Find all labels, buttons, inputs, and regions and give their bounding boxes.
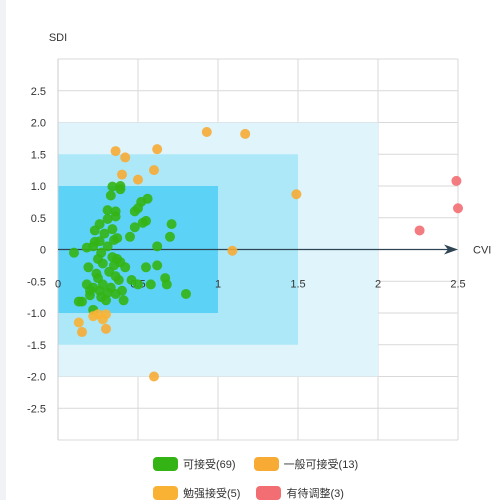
- x-axis-arrow: [444, 244, 458, 255]
- data-point-series-4: [453, 203, 463, 214]
- data-point-series-2: [291, 189, 302, 200]
- data-point-series-1: [125, 231, 135, 242]
- data-point-series-1: [120, 262, 131, 273]
- x-axis-label: CVI: [473, 245, 491, 257]
- x-tick-label: 1.5: [290, 279, 305, 291]
- data-point-series-1: [107, 224, 118, 235]
- data-point-series-1: [141, 262, 151, 273]
- data-point-series-1: [99, 228, 110, 239]
- data-point-series-1: [101, 295, 111, 306]
- x-tick-label: 2: [375, 279, 381, 291]
- data-point-series-1: [165, 231, 175, 242]
- data-point-series-1: [110, 206, 121, 217]
- data-point-series-1: [94, 219, 105, 230]
- data-point-series-1: [96, 247, 107, 258]
- data-point-series-1: [112, 233, 123, 244]
- data-point-series-2: [77, 327, 87, 338]
- data-point-series-2: [227, 245, 238, 256]
- legend-label-acceptable: 可接受(69): [183, 459, 236, 471]
- y-tick-label: -0.5: [27, 276, 46, 288]
- x-tick-label: 0: [55, 279, 61, 291]
- y-tick-label: 0: [40, 245, 46, 257]
- legend-item-generally-acceptable[interactable]: 一般可接受(13): [253, 456, 359, 472]
- data-point-series-1: [166, 219, 177, 230]
- legend-row-2: 勉强接受(5) 有待调整(3): [153, 485, 344, 501]
- data-point-series-1: [145, 279, 156, 290]
- data-point-series-1: [102, 241, 113, 252]
- data-point-series-1: [102, 214, 113, 225]
- data-point-series-3: [101, 309, 111, 320]
- y-tick-label: 0.5: [31, 213, 46, 225]
- data-point-series-2: [149, 371, 159, 382]
- data-point-series-2: [149, 165, 159, 176]
- data-point-series-1: [133, 279, 143, 290]
- y-axis-label: SDI: [49, 32, 67, 44]
- data-point-series-1: [107, 181, 118, 192]
- data-point-series-1: [152, 260, 163, 271]
- legend-item-acceptable[interactable]: 可接受(69): [153, 456, 236, 472]
- y-tick-label: -1.0: [27, 308, 46, 320]
- data-point-series-1: [117, 285, 127, 296]
- data-point-series-1: [97, 258, 108, 269]
- y-tick-label: 2.5: [31, 86, 46, 98]
- data-point-series-1: [142, 193, 153, 204]
- data-point-series-1: [77, 296, 87, 307]
- data-point-series-2: [240, 128, 251, 139]
- data-point-series-2: [152, 144, 163, 155]
- legend-item-barely-acceptable[interactable]: 勉强接受(5): [153, 485, 240, 501]
- data-point-series-2: [110, 146, 121, 157]
- data-point-series-4: [451, 175, 462, 186]
- left-edge-strip: [0, 0, 6, 500]
- data-point-series-1: [161, 279, 172, 290]
- data-point-series-2: [201, 127, 212, 138]
- data-point-series-1: [115, 181, 126, 191]
- data-point-series-1: [97, 279, 108, 290]
- data-point-series-2: [120, 152, 131, 163]
- legend-swatch-generally-acceptable: [253, 457, 279, 471]
- data-point-series-1: [118, 295, 129, 306]
- data-point-series-1: [102, 205, 113, 216]
- data-point-series-1: [152, 241, 163, 252]
- legend-label-generally-acceptable: 一般可接受(13): [283, 459, 359, 471]
- y-tick-label: -2.0: [27, 372, 46, 384]
- y-tick-label: 1.5: [31, 149, 46, 161]
- legend-swatch-needs-adjustment: [256, 486, 282, 500]
- data-point-series-1: [83, 262, 94, 273]
- legend-row-1: 可接受(69) 一般可接受(13): [153, 456, 358, 472]
- data-point-series-1: [85, 285, 95, 296]
- legend-item-needs-adjustment[interactable]: 有待调整(3): [256, 485, 344, 501]
- data-point-series-2: [117, 169, 127, 180]
- x-tick-label: 2.5: [450, 279, 465, 291]
- data-point-series-1: [110, 271, 121, 282]
- data-point-series-4: [414, 225, 425, 236]
- data-point-series-2: [133, 174, 143, 185]
- y-tick-label: -2.5: [27, 403, 46, 415]
- data-point-series-1: [181, 288, 191, 299]
- data-point-series-2: [101, 323, 111, 334]
- y-tick-label: -1.5: [27, 340, 46, 352]
- data-point-series-1: [94, 236, 105, 247]
- data-point-series-3: [73, 317, 84, 328]
- data-point-series-1: [105, 190, 116, 201]
- y-tick-label: 1.0: [31, 181, 46, 193]
- data-point-series-1: [69, 247, 79, 258]
- legend-label-barely-acceptable: 勉强接受(5): [183, 488, 241, 500]
- legend-swatch-acceptable: [153, 457, 178, 471]
- x-tick-label: 1: [215, 279, 221, 291]
- legend-swatch-barely-acceptable: [153, 486, 178, 500]
- legend-label-needs-adjustment: 有待调整(3): [286, 488, 344, 500]
- data-point-series-1: [141, 215, 151, 226]
- y-tick-label: 2.0: [31, 118, 46, 130]
- data-point-series-1: [129, 222, 140, 233]
